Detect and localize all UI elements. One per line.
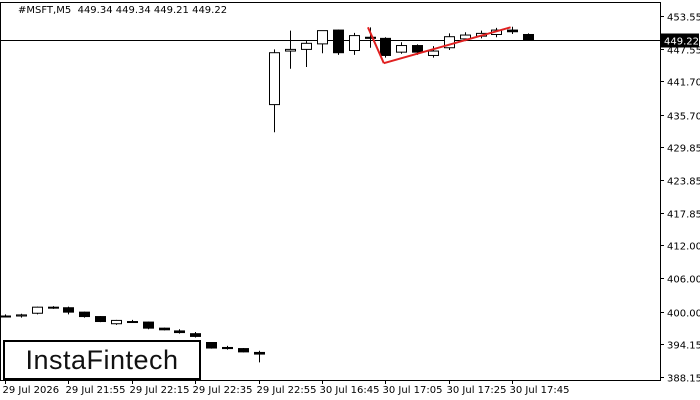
y-tick-label: 388.15 <box>667 374 700 385</box>
bear-candle <box>63 307 74 313</box>
bull-candle <box>111 319 122 325</box>
x-tick-label: 30 Jul 17:25 <box>447 385 507 396</box>
bull-candle <box>428 50 439 56</box>
y-tick-label: 453.55 <box>667 13 700 24</box>
y-tick-label: 435.70 <box>667 112 700 123</box>
x-tick-label: 30 Jul 16:45 <box>320 385 380 396</box>
bear-candle <box>238 348 249 353</box>
y-tick-label: 447.55 <box>667 46 700 57</box>
bear-candle <box>95 316 106 323</box>
bear-candle <box>365 36 376 39</box>
instafintech-logo: InstaFintech <box>3 340 201 380</box>
bull-candle <box>301 42 312 50</box>
current-price-tag <box>661 33 699 48</box>
y-tick-label: 423.85 <box>667 177 700 188</box>
x-tick-label: 29 Jul 21:55 <box>66 385 126 396</box>
logo-text: InstaFintech <box>25 344 179 375</box>
symbol-label: #MSFT,M5 <box>18 5 72 16</box>
bear-candle <box>222 346 233 350</box>
x-tick-label: 30 Jul 17:05 <box>383 385 443 396</box>
bear-candle <box>143 321 154 329</box>
plot-frame <box>0 2 661 381</box>
bear-candle <box>159 327 170 331</box>
pattern-line <box>383 26 511 65</box>
bull-candle <box>460 34 471 40</box>
bull-candle <box>349 35 360 51</box>
y-tick-label: 441.70 <box>667 78 700 89</box>
bull-candle <box>396 45 407 53</box>
bull-candle <box>32 306 43 314</box>
bear-candle <box>190 333 201 337</box>
y-tick-label: 406.00 <box>667 275 700 286</box>
bull-candle <box>317 30 328 45</box>
bear-candle <box>523 33 534 41</box>
bull-candle <box>285 48 296 52</box>
bear-candle <box>507 29 518 33</box>
bull-candle <box>16 314 27 317</box>
current-price-label: 449.22 <box>664 37 699 48</box>
bear-candle <box>412 45 423 53</box>
y-tick-label: 429.85 <box>667 144 700 155</box>
bear-candle <box>333 29 344 54</box>
bear-candle <box>380 37 391 56</box>
bear-candle <box>254 351 265 355</box>
symbol-info: #MSFT,M5 449.34 449.34 449.21 449.22 <box>18 5 227 16</box>
ohlc-values: 449.34 449.34 449.21 449.22 <box>77 5 228 16</box>
y-tick-label: 417.85 <box>667 210 700 221</box>
bear-candle <box>174 330 185 334</box>
x-tick-label: 30 Jul 17:45 <box>510 385 570 396</box>
x-tick-label: 29 Jul 22:35 <box>193 385 253 396</box>
bear-candle <box>206 342 217 349</box>
bear-candle <box>48 306 59 309</box>
y-tick-label: 412.00 <box>667 242 700 253</box>
y-tick-label: 400.00 <box>667 309 700 320</box>
x-tick-label: 29 Jul 22:15 <box>130 385 190 396</box>
bull-candle <box>0 315 11 318</box>
x-tick-label: 29 Jul 2026 <box>3 385 60 396</box>
pattern-line <box>367 26 385 64</box>
bear-candle <box>79 311 90 318</box>
bull-candle <box>269 52 280 106</box>
y-tick-label: 394.15 <box>667 341 700 352</box>
bear-candle <box>127 321 138 324</box>
x-tick-label: 29 Jul 22:55 <box>257 385 317 396</box>
